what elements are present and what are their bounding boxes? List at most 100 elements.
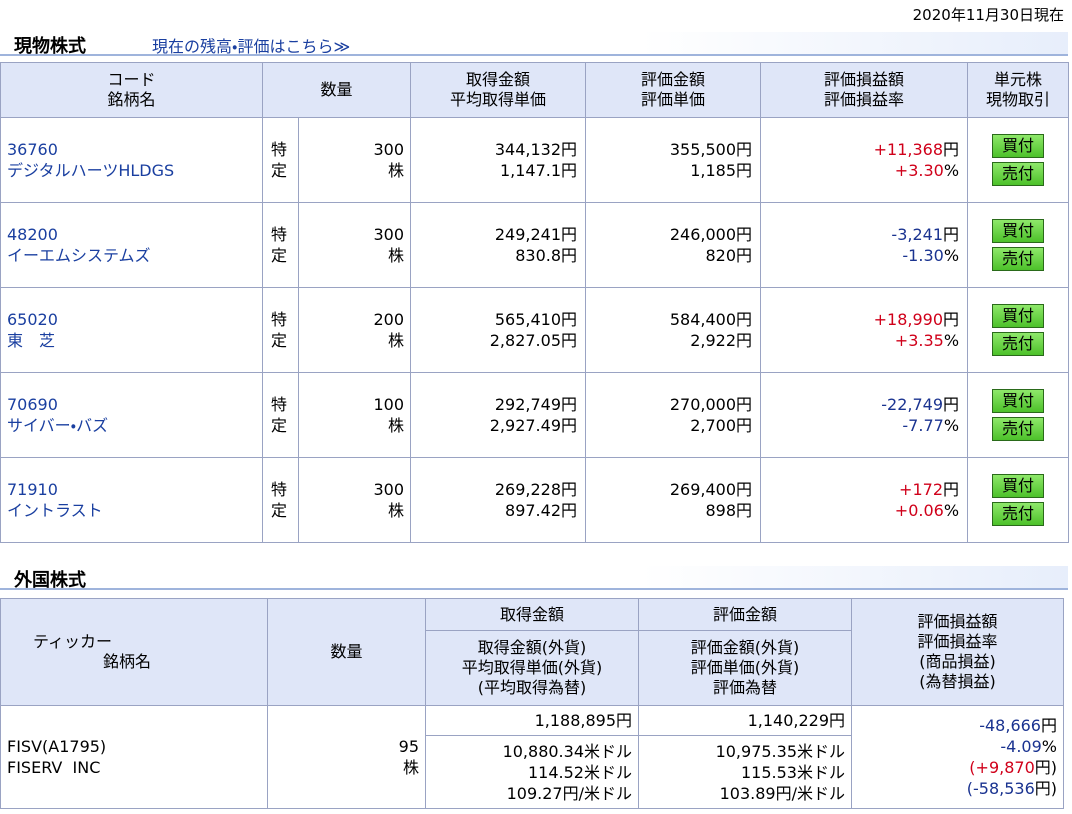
quantity-text: 300	[373, 140, 405, 159]
header-text: (為替損益)	[919, 672, 996, 691]
stock-cell: 48200 イーエムシステムズ	[0, 202, 263, 288]
cost-text: 897.42円	[505, 501, 578, 520]
as-of-date: 2020年11月30日現在	[912, 6, 1064, 24]
balance-link[interactable]: 現在の残高・評価はこちら≫	[152, 37, 351, 56]
stock-code[interactable]: 65020	[7, 310, 58, 329]
column-header: 評価損益額 評価損益率	[760, 62, 969, 118]
header-row: ティッカー 銘柄名 数量 取得金額 評価金額 評価損益額 評価損益率 (商品損益) (為替損益)	[0, 598, 1064, 706]
header-text: 評価損益率	[824, 90, 905, 109]
header-text: 評価金額	[641, 70, 706, 89]
value-text: 2,922円	[690, 331, 753, 350]
cost-foreign: 10,880.34米ドル 114.52米ドル 109.27円/米ドル	[425, 735, 639, 809]
stock-code[interactable]: 71910	[7, 480, 58, 499]
value-text: 115.53米ドル	[741, 762, 845, 782]
pl-text: +0.06%	[894, 501, 960, 520]
foreign-table: ティッカー 銘柄名 数量 取得金額 評価金額 評価損益額 評価損益率 (商品損益) (為替損益)…	[0, 598, 1064, 809]
buy-button[interactable]: 買付	[992, 219, 1045, 243]
pl-text: -7.77%	[902, 416, 960, 435]
header-text: コード	[107, 70, 156, 89]
header-text: (平均取得為替)	[477, 678, 587, 697]
section-title: 現物株式	[14, 36, 86, 57]
sell-button[interactable]: 売付	[992, 162, 1045, 186]
buy-button[interactable]: 買付	[992, 134, 1045, 158]
cost-text: 830.8円	[515, 246, 578, 265]
header-text: 評価損益額	[917, 612, 998, 631]
pl-text: -1.30%	[902, 246, 960, 265]
column-header: 評価金額	[638, 598, 852, 631]
stock-name[interactable]: イントラスト	[7, 501, 103, 520]
account-type: 特定	[271, 140, 288, 180]
trade-cell: 買付 売付	[967, 117, 1070, 203]
value-text: 1,185円	[690, 161, 753, 180]
cost-text: 344,132円	[494, 140, 578, 159]
holding-row: 71910 イントラスト 特定 300 株 269,228円 897.42円 269,400円…	[0, 457, 1070, 543]
column-header: 取得金額 平均取得単価	[410, 62, 587, 118]
quantity-text: 株	[388, 161, 405, 180]
column-header: 評価金額 評価単価	[585, 62, 762, 118]
stock-name[interactable]: サイバー・バズ	[7, 416, 109, 435]
header-text: 単元株	[994, 70, 1043, 89]
quantity-cell: 100 株	[297, 372, 412, 458]
stock-cell: FISV(A1795) FISERV INC	[0, 705, 268, 809]
column-header: 単元株 現物取引	[967, 62, 1070, 118]
stock-code[interactable]: 48200	[7, 225, 58, 244]
stock-code[interactable]: 36760	[7, 140, 58, 159]
pl-text: +3.35%	[894, 331, 960, 350]
quantity-text: 株	[388, 416, 405, 435]
pl-text: -3,241円	[891, 225, 960, 244]
header-text: 銘柄名	[103, 652, 152, 671]
header-text: 銘柄名	[107, 90, 156, 109]
stock-name[interactable]: 東 芝	[7, 331, 56, 350]
section-title: 外国株式	[14, 570, 86, 591]
value-jpy: 1,140,229円	[638, 705, 852, 736]
column-header: コード 銘柄名	[0, 62, 263, 118]
holding-row: 48200 イーエムシステムズ 特定 300 株 249,241円 830.8円 246,00…	[0, 202, 1070, 288]
header-text: (商品損益)	[919, 652, 996, 671]
holding-row: 36760 デジタルハーツHLDGS 特定 300 株 344,132円 1,147.1円 3…	[0, 117, 1070, 203]
quantity-cell: 95 株	[267, 705, 426, 809]
pl-cell: -3,241円 -1.30%	[760, 202, 969, 288]
buy-button[interactable]: 買付	[992, 389, 1045, 413]
buy-button[interactable]: 買付	[992, 304, 1045, 328]
cost-text: 114.52米ドル	[528, 762, 632, 782]
quantity-text: 200	[373, 310, 405, 329]
value-text: 270,000円	[669, 395, 753, 414]
cost-cell: 344,132円 1,147.1円	[410, 117, 587, 203]
column-header: 評価金額(外貨) 評価単価(外貨) 評価為替	[638, 630, 852, 706]
stock-name[interactable]: イーエムシステムズ	[7, 246, 151, 265]
buy-button[interactable]: 買付	[992, 474, 1045, 498]
value-cell: 270,000円 2,700円	[585, 372, 762, 458]
stock-code[interactable]: 70690	[7, 395, 58, 414]
quantity-cell: 200 株	[297, 287, 412, 373]
sell-button[interactable]: 売付	[992, 332, 1045, 356]
sell-button[interactable]: 売付	[992, 502, 1045, 526]
holding-row: 65020 東 芝 特定 200 株 565,410円 2,827.05円 584,400円 2…	[0, 287, 1070, 373]
value-text: 584,400円	[669, 310, 753, 329]
cost-text: 269,228円	[494, 480, 578, 499]
value-text: 355,500円	[669, 140, 753, 159]
stock-cell: 71910 イントラスト	[0, 457, 263, 543]
holding-row: FISV(A1795) FISERV INC 95 株 1,188,895円 1,140,…	[0, 705, 1064, 809]
column-header: 取得金額	[425, 598, 639, 631]
account-type: 特定	[271, 480, 288, 520]
stock-name[interactable]: デジタルハーツHLDGS	[7, 161, 175, 180]
header-text: 数量	[320, 80, 353, 99]
pl-text: +18,990円	[873, 310, 960, 329]
cost-text: 565,410円	[494, 310, 578, 329]
sell-button[interactable]: 売付	[992, 247, 1045, 271]
account-cell: 特定	[262, 287, 299, 373]
holding-row: 70690 サイバー・バズ 特定 100 株 292,749円 2,927.49円 270,0…	[0, 372, 1070, 458]
cost-cell: 249,241円 830.8円	[410, 202, 587, 288]
pl-cell: +172円 +0.06%	[760, 457, 969, 543]
header-text: 評価金額(外貨)	[690, 638, 800, 657]
column-header: 数量	[267, 598, 426, 706]
value-cell: 355,500円 1,185円	[585, 117, 762, 203]
sell-button[interactable]: 売付	[992, 417, 1045, 441]
value-text: 820円	[705, 246, 753, 265]
section-header: 外国株式	[0, 566, 1068, 591]
column-header: 評価損益額 評価損益率 (商品損益) (為替損益)	[851, 598, 1064, 706]
trade-cell: 買付 売付	[967, 457, 1070, 543]
quantity-cell: 300 株	[297, 117, 412, 203]
quantity-text: 95	[398, 737, 419, 756]
trade-cell: 買付 売付	[967, 287, 1070, 373]
